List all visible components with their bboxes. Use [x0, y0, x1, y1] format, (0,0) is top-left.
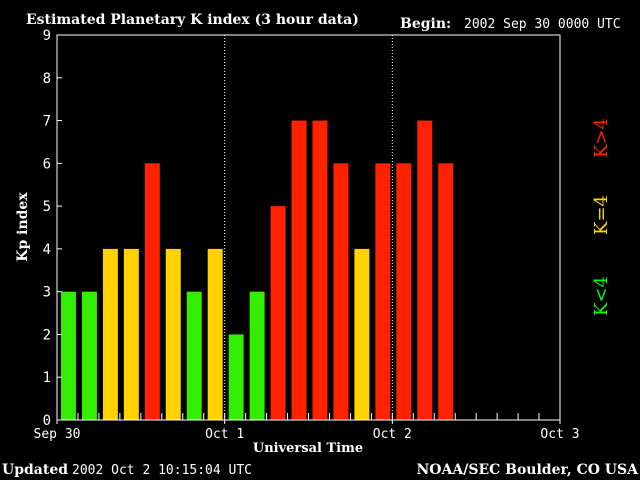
kp-bar-15	[375, 163, 391, 421]
kp-bar-3	[123, 248, 139, 420]
kp-bar-18	[438, 163, 454, 421]
chart-title: Estimated Planetary K index (3 hour data…	[26, 12, 359, 28]
y-tick-label-2: 2	[43, 327, 51, 343]
y-tick-label-0: 0	[43, 413, 51, 429]
y-tick-label-7: 7	[43, 114, 51, 130]
kp-bar-13	[333, 163, 349, 421]
y-tick-label-9: 9	[43, 28, 51, 44]
kp-bar-16	[396, 163, 412, 421]
legend-entry-0: K<4	[591, 276, 612, 316]
legend-entry-1: K=4	[591, 195, 612, 235]
kp-bar-17	[417, 120, 433, 421]
kp-bar-1	[81, 291, 97, 420]
kp-bar-6	[186, 291, 202, 420]
x-axis-label: Universal Time	[253, 441, 363, 456]
legend-entry-2: K>4	[591, 118, 612, 158]
begin-label: Begin:	[400, 16, 451, 32]
y-tick-label-4: 4	[43, 242, 51, 258]
y-tick-label-6: 6	[43, 156, 51, 172]
y-tick-label-3: 3	[43, 285, 51, 301]
x-tick-label-0: Sep 30	[34, 427, 81, 442]
updated-value: 2002 Oct 2 10:15:04 UTC	[72, 463, 252, 478]
kp-bar-0	[61, 291, 76, 420]
begin-value: 2002 Sep 30 0000 UTC	[464, 17, 621, 32]
kp-bar-10	[270, 206, 286, 420]
kp-bar-4	[144, 163, 160, 421]
y-tick-label-8: 8	[43, 71, 51, 87]
y-tick-label-1: 1	[43, 370, 51, 386]
kp-bar-7	[207, 248, 223, 420]
kp-bar-14	[354, 248, 370, 420]
kp-bar-12	[312, 120, 328, 421]
kp-bar-9	[249, 291, 265, 420]
updated-label: Updated	[2, 462, 68, 478]
x-tick-label-1: Oct 1	[205, 427, 244, 442]
legend: K<4 K=4 K>4	[591, 118, 612, 316]
y-axis-label: Kp index	[15, 192, 31, 262]
x-tick-label-2: Oct 2	[373, 427, 412, 442]
credit: NOAA/SEC Boulder, CO USA	[417, 462, 640, 478]
y-tick-label-5: 5	[43, 199, 51, 215]
kp-bar-2	[102, 248, 118, 420]
kp-bar-11	[291, 120, 307, 421]
kp-bar-5	[165, 248, 181, 420]
kp-bar-8	[228, 334, 244, 420]
plot-area: 0 1 2 3 4 5 6 7 8 9 Sep 30 Oct 1 Oct 2 Oct 3	[34, 28, 580, 442]
x-tick-label-3: Oct 3	[540, 427, 579, 442]
